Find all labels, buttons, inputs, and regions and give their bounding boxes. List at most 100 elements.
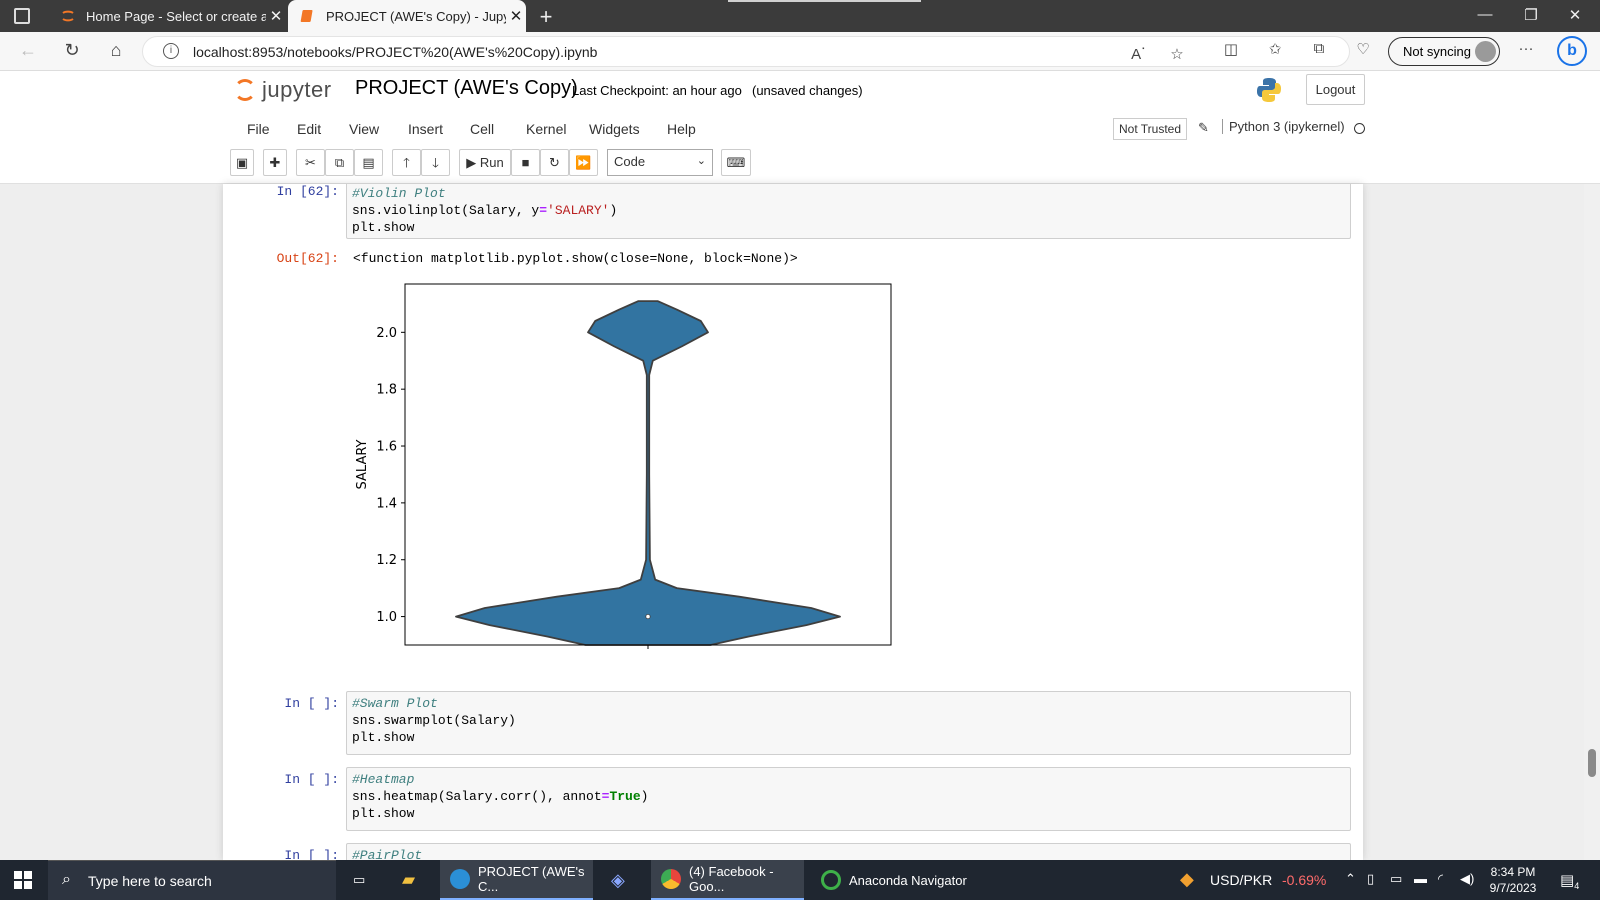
- median-point: [645, 613, 651, 620]
- minimize-icon[interactable]: —: [1477, 6, 1493, 23]
- run-button[interactable]: ▶ Run: [459, 149, 511, 176]
- interrupt-button[interactable]: ■: [511, 149, 540, 176]
- collections-icon[interactable]: ⧉: [1313, 40, 1325, 57]
- input-prompt: In [ ]:: [284, 772, 339, 787]
- bing-copilot-icon[interactable]: b: [1557, 36, 1587, 66]
- notification-icon[interactable]: ▤4: [1560, 872, 1580, 891]
- trust-button[interactable]: Not Trusted: [1113, 118, 1187, 140]
- windows-start-icon[interactable]: [14, 871, 32, 889]
- paste-cell-button[interactable]: ▤: [354, 149, 383, 176]
- file-explorer-icon[interactable]: ▰: [402, 870, 416, 889]
- restart-button[interactable]: ↻: [540, 149, 569, 176]
- code-line: #Heatmap: [352, 771, 1345, 788]
- jupyter-logo-text: jupyter: [262, 77, 332, 102]
- code-line: sns.violinplot(Salary, y='SALARY'): [352, 202, 1345, 219]
- violin-body: [455, 300, 841, 646]
- volume-icon[interactable]: ◀): [1460, 871, 1475, 886]
- refresh-icon[interactable]: ↻: [64, 40, 80, 60]
- code-line: plt.show: [352, 729, 1345, 746]
- cell-type-select[interactable]: Code ⌄: [607, 149, 713, 176]
- violin-plot: 1.0 1.2 1.4 1.6 1.8 2.0 SALARY: [355, 283, 892, 649]
- wifi-icon[interactable]: ◜: [1438, 871, 1444, 886]
- code-token: sns.swarmplot(Salary): [352, 713, 516, 728]
- jupyter-logo[interactable]: jupyter: [234, 75, 332, 105]
- scissors-icon: ✂: [305, 155, 316, 170]
- menu-view[interactable]: View: [349, 121, 380, 137]
- chevron-up-icon[interactable]: ⌃: [1345, 871, 1356, 886]
- tab-title: Home Page - Select or create a n: [86, 8, 266, 24]
- new-tab-icon[interactable]: +: [539, 4, 553, 29]
- read-aloud-icon[interactable]: Aᐝ: [1131, 46, 1145, 63]
- code-cell-violin[interactable]: #Violin Plot sns.violinplot(Salary, y='SA…: [346, 184, 1351, 239]
- taskbar-app-edge[interactable]: PROJECT (AWE's C...: [440, 860, 593, 900]
- notebook-tab-icon: [300, 10, 313, 22]
- move-down-button[interactable]: 🡓: [421, 149, 450, 176]
- input-prompt: In [ ]:: [284, 696, 339, 711]
- code-cell-pairplot[interactable]: #PairPlot: [346, 843, 1351, 860]
- close-tab-icon[interactable]: ✕: [269, 8, 283, 25]
- browser-tab-notebook[interactable]: PROJECT (AWE's Copy) - Jupyter ✕: [288, 0, 526, 32]
- browser-tab-home[interactable]: Home Page - Select or create a n ✕: [48, 0, 286, 32]
- move-up-button[interactable]: 🡑: [392, 149, 421, 176]
- plus-icon: ✚: [269, 155, 281, 170]
- code-cell-heatmap[interactable]: #Heatmap sns.heatmap(Salary.corr(), annot…: [346, 767, 1351, 831]
- kernel-name[interactable]: Python 3 (ipykernel): [1222, 119, 1345, 134]
- code-token: ): [609, 203, 618, 218]
- profile-sync-button[interactable]: Not syncing: [1388, 37, 1500, 66]
- favorite-star-icon[interactable]: ☆: [1170, 46, 1184, 63]
- menu-edit[interactable]: Edit: [297, 121, 322, 137]
- split-screen-icon[interactable]: ◫: [1223, 41, 1239, 58]
- url-field[interactable]: i localhost:8953/notebooks/PROJECT%20(AW…: [142, 36, 1350, 67]
- save-button[interactable]: ▣: [230, 149, 254, 176]
- tab-title: PROJECT (AWE's Copy) - Jupyter: [326, 8, 506, 24]
- taskbar-app-anaconda[interactable]: Anaconda Navigator: [811, 860, 971, 900]
- browser-essentials-icon[interactable]: ♡: [1356, 41, 1370, 58]
- menu-widgets[interactable]: Widgets: [589, 121, 640, 137]
- favorites-icon[interactable]: ✩: [1268, 41, 1282, 58]
- restart-run-all-button[interactable]: ⏩: [569, 149, 598, 176]
- back-icon[interactable]: ←: [19, 40, 37, 60]
- task-view-icon[interactable]: ▭: [353, 872, 366, 887]
- tray-app-icon[interactable]: ▯: [1367, 871, 1375, 886]
- tab-actions-icon[interactable]: [14, 8, 30, 24]
- code-token: #Heatmap: [352, 772, 415, 787]
- copilot-app-icon[interactable]: ◈: [611, 869, 625, 890]
- page-scrollbar[interactable]: [1584, 184, 1600, 860]
- code-line: sns.heatmap(Salary.corr(), annot=True): [352, 788, 1345, 805]
- home-icon[interactable]: ⌂: [110, 40, 122, 60]
- restore-icon[interactable]: ❐: [1524, 7, 1538, 24]
- taskbar-search[interactable]: ⌕ Type here to search: [48, 860, 336, 900]
- input-prompt: In [62]:: [276, 184, 339, 199]
- checkpoint-status: Last Checkpoint: an hour ago: [572, 83, 742, 98]
- code-line: plt.show: [352, 219, 1345, 236]
- menu-kernel[interactable]: Kernel: [526, 121, 567, 137]
- arrow-up-icon: 🡑: [403, 155, 410, 170]
- close-tab-icon[interactable]: ✕: [509, 8, 523, 25]
- notification-count: 4: [1574, 881, 1580, 891]
- y-tick-label: 2.0: [376, 326, 397, 341]
- menu-insert[interactable]: Insert: [408, 121, 444, 137]
- command-palette-button[interactable]: ⌨: [721, 149, 751, 176]
- code-cell-swarm[interactable]: #Swarm Plot sns.swarmplot(Salary) plt.show: [346, 691, 1351, 755]
- taskbar-clock[interactable]: 8:34 PM 9/7/2023: [1478, 864, 1548, 896]
- cell-type-value: Code: [614, 154, 646, 169]
- menu-file[interactable]: File: [247, 121, 270, 137]
- logout-button[interactable]: Logout: [1306, 74, 1365, 105]
- menu-help[interactable]: Help: [667, 121, 696, 137]
- y-tick-label: 1.6: [376, 440, 397, 455]
- copy-cell-button[interactable]: ⧉: [325, 149, 354, 176]
- insert-cell-button[interactable]: ✚: [263, 149, 287, 176]
- menu-cell[interactable]: Cell: [470, 121, 495, 137]
- more-menu-icon[interactable]: ···: [1518, 40, 1534, 57]
- tray-display-icon[interactable]: ▭: [1390, 871, 1403, 886]
- scrollbar-thumb[interactable]: [1588, 749, 1596, 777]
- search-placeholder: Type here to search: [88, 873, 212, 889]
- site-info-icon[interactable]: i: [163, 43, 179, 59]
- code-token: sns.heatmap(Salary.corr(), annot: [352, 789, 602, 804]
- ticker-label[interactable]: USD/PKR: [1210, 872, 1273, 888]
- close-window-icon[interactable]: ✕: [1568, 7, 1582, 24]
- cut-cell-button[interactable]: ✂: [296, 149, 325, 176]
- battery-icon[interactable]: ▬: [1414, 871, 1427, 886]
- notebook-name[interactable]: PROJECT (AWE's Copy): [355, 77, 578, 99]
- taskbar-app-chrome[interactable]: (4) Facebook - Goo...: [651, 860, 804, 900]
